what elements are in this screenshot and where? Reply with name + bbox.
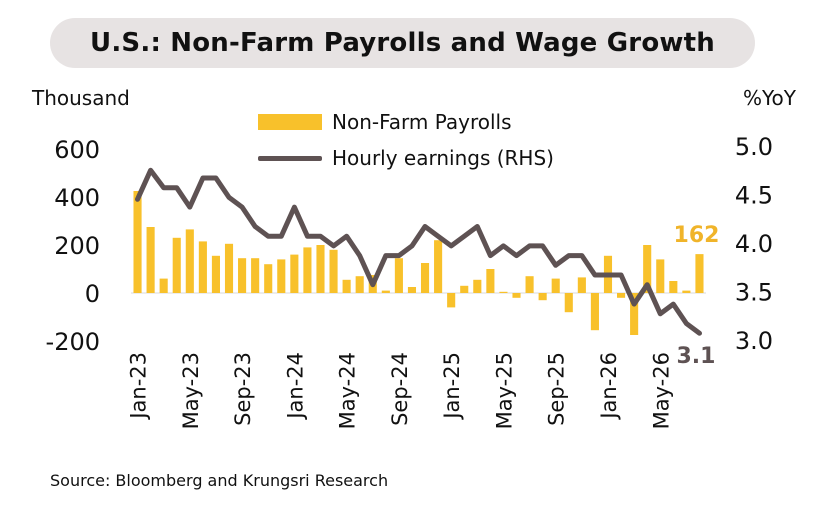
payroll-bar bbox=[617, 293, 626, 298]
payroll-bar bbox=[512, 293, 521, 298]
payroll-bar bbox=[434, 240, 443, 293]
legend-line-swatch bbox=[258, 155, 322, 161]
x-tick-label: Jan-24 bbox=[283, 352, 307, 421]
left-tick-label: 600 bbox=[54, 136, 100, 164]
payroll-bar bbox=[669, 281, 678, 293]
x-tick-label: Sep-25 bbox=[545, 352, 569, 426]
legend-label-earnings: Hourly earnings (RHS) bbox=[332, 146, 554, 170]
left-tick-label: -200 bbox=[46, 328, 100, 356]
payroll-bar bbox=[316, 245, 325, 293]
chart-title: U.S.: Non-Farm Payrolls and Wage Growth bbox=[90, 28, 715, 58]
legend-item-payrolls: Non-Farm Payrolls bbox=[258, 108, 512, 136]
payroll-bar bbox=[185, 229, 194, 293]
payroll-bar bbox=[238, 258, 247, 293]
payroll-bar bbox=[277, 259, 286, 293]
payroll-bar bbox=[590, 293, 599, 331]
payroll-bar bbox=[486, 269, 495, 293]
payroll-bar bbox=[643, 245, 652, 293]
right-axis-unit: %YoY bbox=[742, 86, 796, 110]
x-tick-label: Jan-25 bbox=[440, 352, 464, 421]
payroll-bar bbox=[133, 191, 142, 293]
source-note: Source: Bloomberg and Krungsri Research bbox=[50, 471, 389, 490]
payroll-bar bbox=[630, 293, 639, 335]
payroll-bar bbox=[172, 237, 181, 293]
right-tick-label: 3.5 bbox=[735, 279, 773, 307]
payroll-bar bbox=[538, 293, 547, 301]
payroll-bar bbox=[656, 259, 665, 293]
x-tick-label: May-26 bbox=[649, 352, 673, 429]
legend-label-payrolls: Non-Farm Payrolls bbox=[332, 110, 512, 134]
payroll-bar bbox=[682, 290, 691, 293]
payroll-bar bbox=[394, 258, 403, 293]
payroll-bar bbox=[460, 285, 469, 293]
legend-item-earnings: Hourly earnings (RHS) bbox=[258, 144, 554, 172]
left-tick-label: 400 bbox=[54, 184, 100, 212]
title-banner: U.S.: Non-Farm Payrolls and Wage Growth bbox=[50, 18, 755, 68]
left-axis-unit: Thousand bbox=[32, 86, 130, 110]
payroll-bar bbox=[251, 258, 260, 293]
payroll-bar bbox=[264, 264, 273, 293]
payroll-bar bbox=[146, 227, 155, 293]
left-tick-label: 200 bbox=[54, 232, 100, 260]
payroll-bar bbox=[420, 263, 430, 293]
payroll-bar bbox=[159, 278, 168, 293]
legend-bar-swatch bbox=[258, 114, 322, 130]
x-tick-label: Jan-23 bbox=[127, 352, 151, 421]
right-tick-label: 5.0 bbox=[735, 133, 773, 161]
payroll-bar bbox=[525, 276, 534, 293]
payroll-bar bbox=[564, 293, 573, 313]
payroll-bar bbox=[381, 290, 390, 293]
right-tick-label: 4.5 bbox=[735, 182, 773, 210]
payroll-bar bbox=[695, 254, 704, 293]
last-payroll-label: 162 bbox=[674, 223, 720, 248]
payroll-bar bbox=[499, 291, 508, 293]
payroll-bar bbox=[290, 254, 299, 293]
x-tick-label: May-23 bbox=[179, 352, 203, 429]
payroll-bar bbox=[303, 247, 312, 293]
left-tick-label: 0 bbox=[85, 280, 100, 308]
payroll-bar bbox=[342, 279, 351, 293]
payroll-bar bbox=[447, 293, 456, 308]
payroll-bar bbox=[407, 287, 417, 293]
right-tick-label: 4.0 bbox=[735, 230, 773, 258]
payroll-bar bbox=[577, 277, 586, 293]
payroll-bar bbox=[198, 241, 207, 293]
last-earnings-label: 3.1 bbox=[676, 344, 715, 369]
x-tick-label: May-25 bbox=[492, 352, 516, 429]
payroll-bar bbox=[473, 279, 482, 293]
payroll-bar bbox=[551, 278, 560, 293]
hourly-earnings-line bbox=[135, 167, 702, 336]
payroll-bar bbox=[329, 249, 338, 293]
payroll-bar bbox=[355, 276, 364, 293]
right-tick-label: 3.0 bbox=[735, 327, 773, 355]
x-tick-label: Sep-24 bbox=[388, 352, 412, 426]
payroll-bar bbox=[224, 243, 234, 293]
x-tick-label: May-24 bbox=[336, 352, 360, 429]
payroll-bar bbox=[211, 255, 220, 293]
x-tick-label: Sep-23 bbox=[231, 352, 255, 426]
x-tick-label: Jan-26 bbox=[597, 352, 621, 421]
